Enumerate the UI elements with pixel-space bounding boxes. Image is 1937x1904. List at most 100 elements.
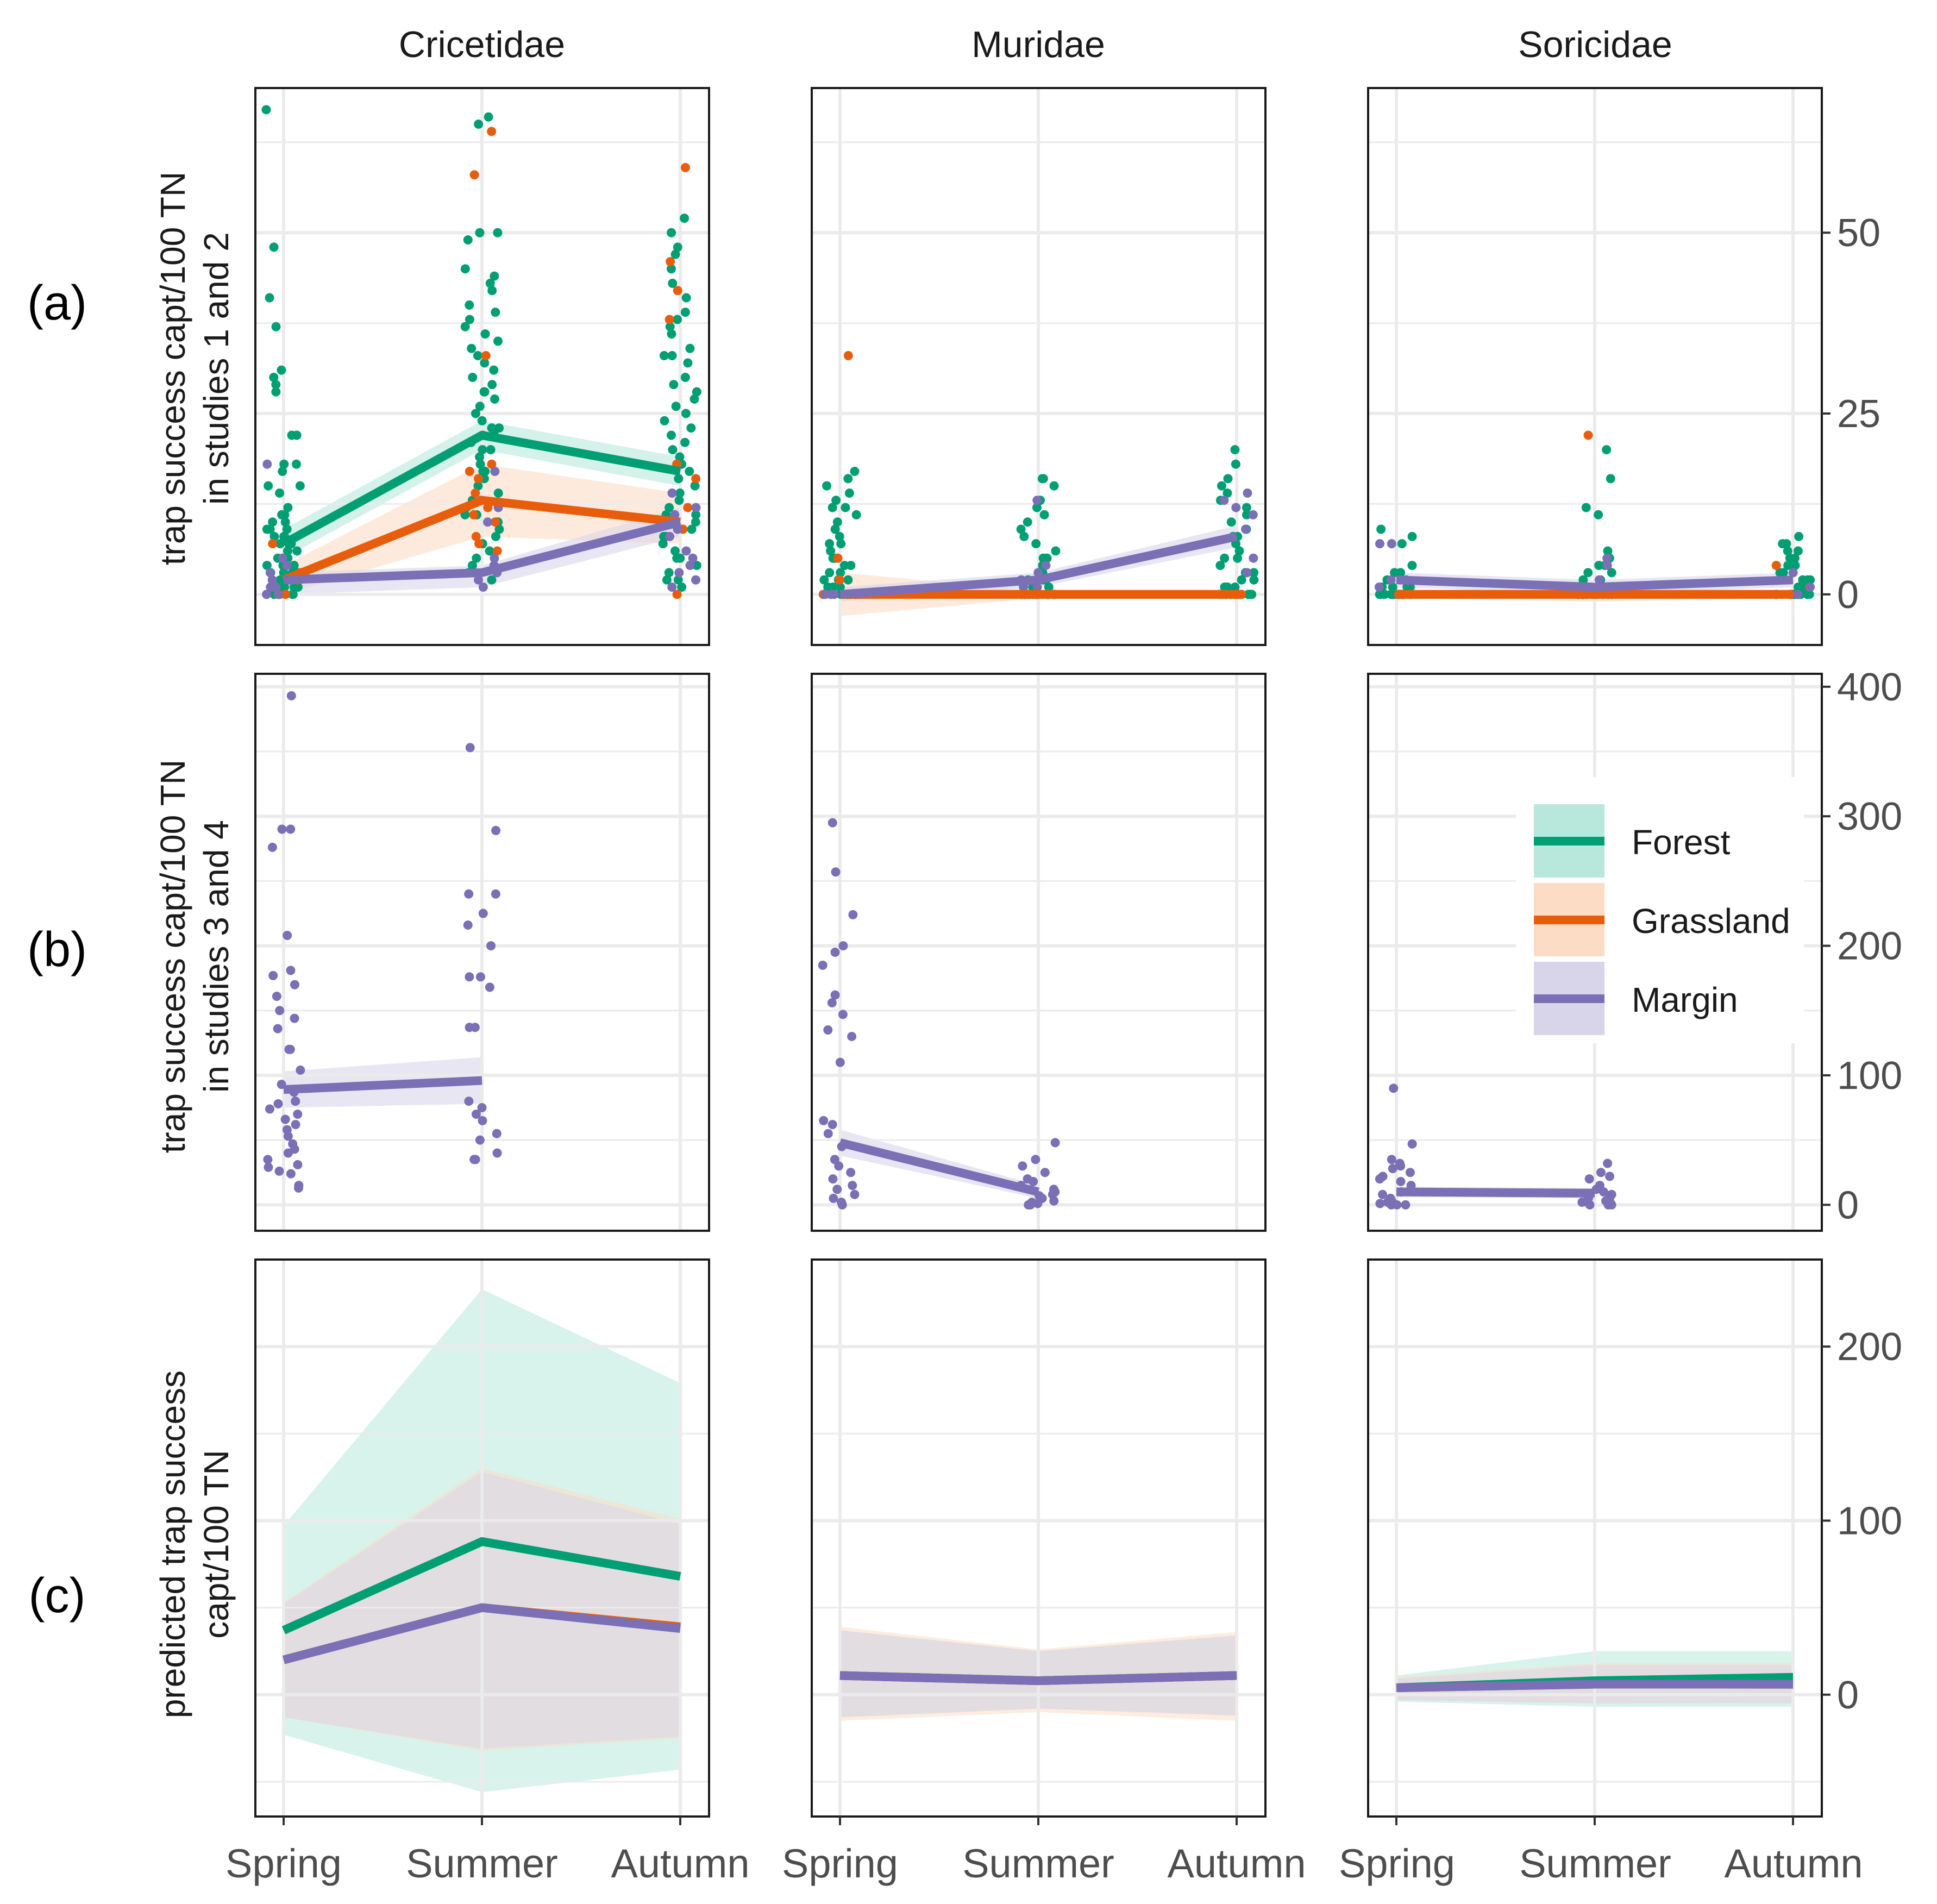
panel-frames [254,87,1823,1825]
row-a-muridae-forest-point [1249,568,1259,578]
row-b-cricetidae-margin-point [465,972,474,982]
row-a-muridae-forest-point [1217,481,1227,491]
row-a-soricidae-margin-point [1594,575,1604,585]
row-a-muridae-forest-point [1233,553,1243,563]
row-a-soricidae-margin-point [1374,583,1384,592]
row-b-soricidae-margin-point [1378,1189,1388,1199]
row-a-muridae-forest-point [1242,503,1251,512]
row-a-cricetidae-grassland-point [280,590,290,599]
row-a-soricidae-forest-point [1380,590,1389,599]
row-b-soricidae-margin-point [1603,1200,1613,1210]
row-a-muridae-forest-point [1230,583,1240,592]
row-a-cricetidae-forest-point [262,524,272,534]
row-b-soricidae-margin-point [1584,1174,1594,1184]
row-a-y-tick-label-0: 0 [1837,573,1859,617]
row-a-muridae-forest-point [835,583,845,592]
row-b-cricetidae-margin-point [485,982,494,992]
row-a-cricetidae-forest-point [665,322,675,331]
row-b-soricidae-margin-point [1605,1172,1615,1181]
row-a-cricetidae-margin-point [478,583,488,592]
row-b-muridae-margin-fit-line [839,1138,1039,1197]
row-a-muridae-forest-point [1231,459,1240,469]
row-b-soricidae-margin-fit-line [1396,1187,1595,1198]
row-b-muridae-margin-point [1025,1200,1035,1210]
row-a-soricidae-forest-point [1594,510,1603,519]
row-a-soricidae-margin-point [1602,553,1612,563]
row-a-soricidae-forest-point [1803,575,1813,585]
row-a-muridae-forest-point [830,524,840,534]
row-a-soricidae-forest-point [1790,561,1800,571]
row-a-muridae-forest-point [836,568,845,578]
row-a-soricidae-forest-point [1602,445,1612,455]
row-a-cricetidae-forest-point [271,380,281,390]
row-a-cricetidae-grassland-point [471,531,481,541]
row-a-cricetidae-forest-point [280,517,290,527]
row-a-muridae-forest-point [844,488,854,498]
row-a-cricetidae-forest-point [691,510,701,519]
row-b-muridae-margin-point [1018,1161,1027,1171]
row-a-muridae-forest-point [1245,590,1255,599]
row-a-cricetidae-margin-point [685,561,695,571]
row-a-cricetidae-forest-point [685,467,694,477]
row-a-muridae-forest-point [835,531,844,541]
row-a-cricetidae-margin-point [474,575,484,585]
row-a-cricetidae-forest-point [667,228,676,237]
row-a-muridae-forest-point [1220,553,1230,563]
row-a-cricetidae-forest-point [690,481,700,491]
row-a-muridae-margin-point [829,590,839,599]
row-a-cricetidae-forest-point [277,365,286,375]
row-b-cricetidae-margin-point [492,1129,502,1138]
row-a-cricetidae-margin-point [278,553,287,563]
row-b-muridae-margin-point [823,1025,833,1035]
row-b-soricidae-margin-point [1407,1139,1417,1149]
row-a-soricidae-margin-point [1375,539,1384,549]
row-a-cricetidae-forest-point [467,561,477,571]
ylabel-b-line2: in studies 3 and 4 [197,820,236,1093]
legend-label-grassland: Grassland [1632,901,1790,941]
row-b-soricidae-margin-point [1387,1155,1396,1164]
row-a-muridae-margin-point [1041,561,1051,571]
row-a-soricidae-forest-point [1583,568,1593,578]
row-b-muridae-margin-point [818,960,828,970]
row-b-muridae-margin-point [828,1174,838,1184]
row-a-cricetidae-forest-point [480,358,490,368]
row-b-cricetidae-margin-point [286,1169,296,1179]
row-a-muridae-grassland-point [835,575,844,585]
row-b-cricetidae-margin-point [478,909,488,918]
row-a-cricetidae-forest-point [475,452,485,462]
row-a-muridae-forest-point [1019,531,1029,541]
x-tick-label-muridae-autumn: Autumn [1167,1841,1306,1886]
row-a-cricetidae-forest-point [475,459,485,469]
column-title-cricetidae: Cricetidae [399,24,565,65]
row-b-soricidae-margin-point [1599,1187,1608,1197]
row-a-cricetidae-forest-point [475,228,485,237]
row-a-cricetidae-forest-point [680,372,690,382]
row-a-soricidae-grassland-point [1771,561,1781,571]
row-a-soricidae-forest-point [1782,539,1791,549]
row-c-cricetidae-forest-fit-line [281,1537,681,1634]
row-a-cricetidae-margin-point [665,531,675,541]
row-b-cricetidae-margin-fit-line [283,1076,482,1094]
row-a-cricetidae-forest-point [465,300,474,310]
row-b-soricidae-panel-border [1367,673,1823,1232]
row-b-muridae-panel-border [811,673,1267,1232]
row-a-cricetidae-forest-point [667,351,677,361]
row-a-cricetidae-forest-point [487,423,497,433]
row-a-cricetidae-forest-point [265,293,274,303]
row-b-muridae-margin-point [835,1057,845,1067]
row-a-muridae-grassland-point [833,553,843,563]
row-a-cricetidae-margin-point [282,561,292,571]
row-b-cricetidae-margin-point [286,824,296,834]
row-b-muridae-margin-point [829,1193,838,1203]
row-a-cricetidae-grassland-point [491,517,500,527]
row-b-cricetidae-margin-point [277,824,287,834]
ylabel-a-line2: in studies 1 and 2 [197,232,236,505]
row-a-cricetidae-grassland-point [681,162,691,172]
row-a-cricetidae-forest-point [668,278,678,288]
row-a-cricetidae-forest-point [460,322,470,331]
row-b-soricidae-margin-point [1388,1164,1397,1174]
row-b-soricidae-margin-point [1396,1161,1406,1171]
row-a-muridae-forest-point [1016,524,1026,534]
ylabel-c-line1: predicted trap success [153,1370,192,1718]
row-a-cricetidae-forest-point [485,278,495,288]
